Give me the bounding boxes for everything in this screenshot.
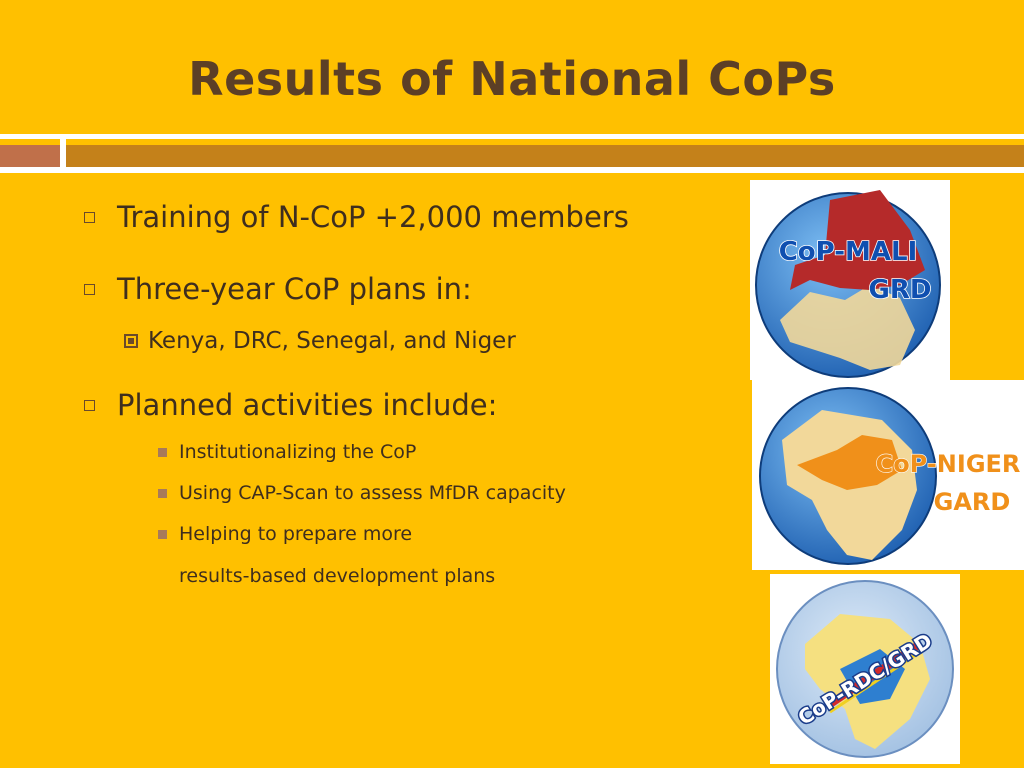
title-divider-bar xyxy=(66,145,1024,167)
sub-sub-bullet-item: Using CAP-Scan to assess MfDR capacity xyxy=(158,482,566,504)
title-divider-accent xyxy=(0,145,60,167)
bullet-text: Helping to prepare more xyxy=(179,523,413,545)
niger-line1: CoP-NIGER xyxy=(876,450,1021,478)
hollow-square-bullet-icon xyxy=(84,283,95,295)
bullet-text: results-based development plans xyxy=(179,565,496,587)
logo-column: CoP-MALI GRD CoP-NIGER GARD xyxy=(750,180,1024,768)
bullet-item: Planned activities include: xyxy=(84,388,497,422)
bullet-text: Kenya, DRC, Senegal, and Niger xyxy=(148,328,516,354)
hollow-square-bullet-icon xyxy=(84,399,95,411)
cop-rdc-logo: CoP-RDC/GRD xyxy=(770,574,960,764)
bullet-text: Three-year CoP plans in: xyxy=(117,272,472,306)
hollow-square-bullet-icon xyxy=(84,211,95,223)
bullet-item: Training of N-CoP +2,000 members xyxy=(84,200,629,234)
bullet-item: Three-year CoP plans in: xyxy=(84,272,472,306)
solid-square-bullet-icon xyxy=(158,529,167,539)
bullet-text: Training of N-CoP +2,000 members xyxy=(117,200,629,234)
niger-line2: GARD xyxy=(934,488,1011,516)
mali-line1: CoP-MALI xyxy=(779,237,918,267)
bullet-continuation: results-based development plans xyxy=(179,565,495,587)
bullet-text: Planned activities include: xyxy=(117,388,498,422)
solid-square-bullet-icon xyxy=(158,488,167,498)
mali-line2: GRD xyxy=(869,275,932,305)
sub-sub-bullet-item: Institutionalizing the CoP xyxy=(158,441,416,463)
title-divider-top xyxy=(0,134,1024,139)
filled-square-bullet-icon xyxy=(124,334,138,348)
sub-sub-bullet-item: Helping to prepare more xyxy=(158,523,412,545)
cop-mali-logo: CoP-MALI GRD xyxy=(750,180,950,380)
cop-niger-logo: CoP-NIGER GARD xyxy=(752,380,1024,570)
bullet-text: Institutionalizing the CoP xyxy=(179,441,417,463)
sub-bullet-item: Kenya, DRC, Senegal, and Niger xyxy=(124,328,516,354)
bullet-text: Using CAP-Scan to assess MfDR capacity xyxy=(179,482,566,504)
title-divider-gap xyxy=(60,139,66,173)
solid-square-bullet-icon xyxy=(158,447,167,457)
slide-title: Results of National CoPs xyxy=(188,52,836,106)
title-divider-bottom xyxy=(0,167,1024,173)
